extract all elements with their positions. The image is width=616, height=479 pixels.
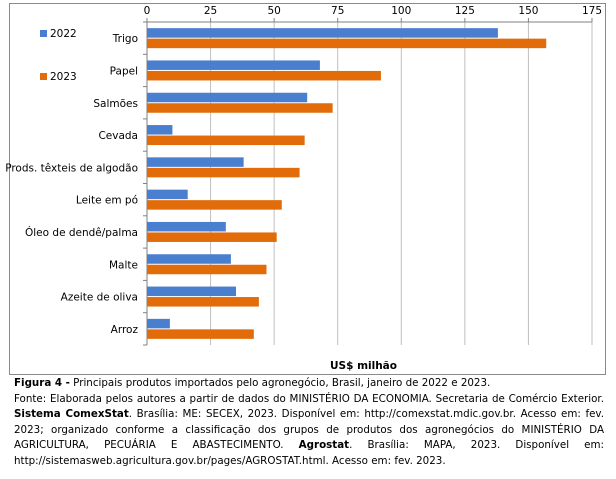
y-tick-label: Arroz — [111, 324, 139, 336]
y-tick-label: Prods. têxteis de algodão — [5, 162, 138, 174]
bar-2022-2 — [147, 60, 320, 70]
bar-2023-4 — [147, 135, 305, 146]
y-tick-label: Cevada — [98, 130, 138, 142]
bar-2023-3 — [147, 103, 333, 113]
figure-label: Figura 4 - — [14, 377, 70, 389]
bar-2023-1 — [147, 38, 547, 49]
chart-frame — [9, 3, 606, 375]
x-tick-label: 25 — [204, 5, 217, 17]
x-axis-title: US$ milhão — [330, 360, 397, 372]
y-tick-label: Trigo — [112, 33, 138, 45]
y-tick-label: Malte — [109, 259, 138, 271]
bar-2022-10 — [147, 318, 170, 329]
x-tick-label: 100 — [391, 5, 411, 17]
legend-swatch-2022 — [40, 30, 47, 37]
bar-2022-3 — [147, 92, 308, 103]
y-tick-label: Salmões — [93, 98, 138, 110]
legend-label-2023: 2023 — [50, 71, 77, 83]
legend-swatch-2023 — [40, 73, 47, 80]
source-text-2: . Brasília: ME: SECEX, 2023. Disponível … — [14, 408, 604, 452]
source-text-1: Fonte: Elaborada pelos autores a partir … — [14, 392, 604, 405]
y-tick-label: Azeite de oliva — [61, 292, 138, 304]
figure-title: Principais produtos importados pelo agro… — [69, 377, 491, 389]
bar-2023-9 — [147, 297, 259, 307]
plot-area — [147, 22, 592, 345]
bar-2023-10 — [147, 329, 254, 339]
bar-2022-1 — [147, 28, 498, 38]
y-tick-label: Óleo de dendê/palma — [25, 226, 138, 239]
x-tick-label: 125 — [455, 5, 475, 17]
bar-2023-6 — [147, 200, 282, 210]
x-tick-label: 75 — [331, 5, 344, 17]
x-tick-label: 50 — [267, 5, 280, 17]
legend-label-2022: 2022 — [50, 28, 77, 40]
bar-chart: 0 25 50 75 100 125 150 175 Trigo Papel Salmões Ceva… — [5, 5, 602, 372]
x-tick-label: 175 — [582, 5, 602, 17]
bar-2023-2 — [147, 70, 381, 81]
bar-2023-5 — [147, 167, 300, 178]
bar-2022-4 — [147, 125, 173, 135]
bar-2022-6 — [147, 189, 188, 200]
figure-caption: Figura 4 - Principais produtos importado… — [14, 376, 604, 470]
bar-2022-9 — [147, 286, 236, 297]
x-tick-label: 0 — [144, 5, 151, 17]
bar-2023-8 — [147, 264, 267, 275]
source-bold-comexstat: Sistema ComexStat — [14, 408, 129, 421]
x-tick-label: 150 — [518, 5, 538, 17]
source-text-3: . Brasília: MAPA, 2023. Disponível em: h… — [14, 439, 604, 467]
bar-2022-8 — [147, 254, 231, 264]
bar-2022-5 — [147, 157, 244, 167]
y-tick-label: Leite em pó — [76, 195, 138, 207]
y-tick-label: Papel — [110, 65, 138, 77]
bar-2023-7 — [147, 232, 277, 242]
caption-title: Figura 4 - Principais produtos importado… — [14, 376, 604, 392]
bar-2022-7 — [147, 221, 226, 232]
source-bold-agrostat: Agrostat — [298, 439, 350, 452]
caption-source: Fonte: Elaborada pelos autores a partir … — [14, 392, 604, 470]
